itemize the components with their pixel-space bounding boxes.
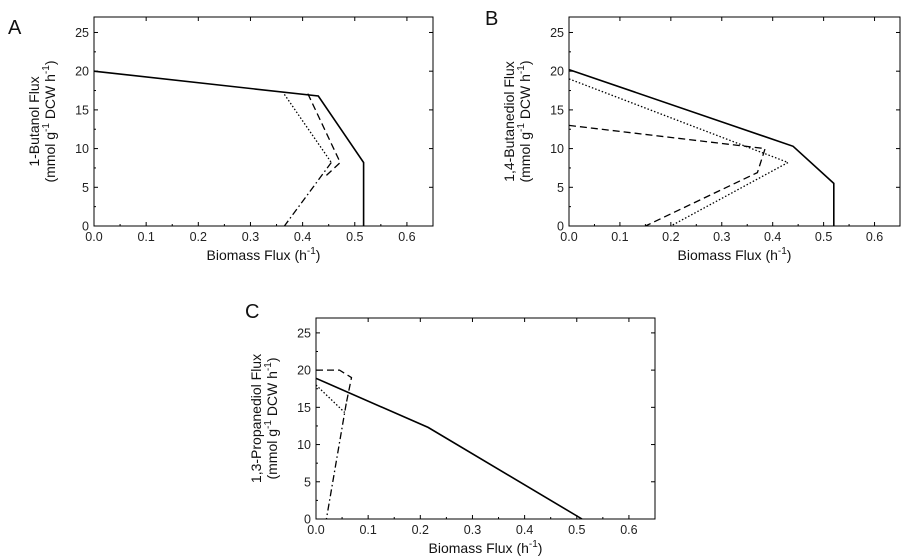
y-axis-unit-part: -1 [263,420,274,429]
y-axis-unit-part: -1 [516,65,527,74]
x-axis-label-sup: -1 [529,539,538,550]
x-tick-label: 0.4 [294,230,311,244]
x-tick-label: 0.4 [764,230,781,244]
series-line-solid [568,68,835,226]
x-axis-label-sup: -1 [778,246,787,257]
y-tick-label: 25 [297,326,311,340]
panel-label: B [485,8,498,30]
x-tick-label: 0.2 [190,230,207,244]
x-axis-label: Biomass Flux (h-1) [678,246,792,263]
x-tick-label: 0.6 [620,523,637,537]
y-tick-label: 15 [297,401,311,415]
y-axis-unit-part: -1 [263,362,274,371]
x-axis-label-text: Biomass Flux (h [429,540,529,556]
x-tick-label: 0.2 [412,523,429,537]
x-axis-label-text: Biomass Flux (h [207,247,307,263]
y-axis-label: 1,3-Propanediol Flux [248,354,264,483]
y-tick-label: 5 [557,181,564,195]
panel-label: A [8,17,22,39]
panel-label: C [245,301,259,323]
y-tick-label: 15 [550,103,564,117]
series-line-dashdot [325,403,347,520]
y-tick-label: 0 [304,513,311,527]
x-tick-label: 0.6 [398,230,415,244]
y-tick-label: 15 [75,103,89,117]
y-axis-unit-part: DCW h [264,371,280,420]
y-axis-unit-part: -1 [516,123,527,132]
x-axis-label-sup: -1 [307,246,316,257]
x-tick-label: 0.5 [346,230,363,244]
y-tick-label: 25 [75,26,89,40]
y-axis-unit-part: DCW h [42,74,58,123]
y-tick-label: 0 [82,220,89,234]
x-axis-label-text: Biomass Flux (h [678,247,778,263]
x-tick-label: 0.0 [560,230,577,244]
x-tick-label: 0.3 [464,523,481,537]
y-axis-label: 1-Butanol Flux [26,76,42,166]
y-tick-label: 20 [550,65,564,79]
x-axis-label-end: ) [787,247,792,263]
x-tick-label: 0.2 [662,230,679,244]
series-line-dashdot [283,162,332,227]
y-axis-unit-part: ) [264,357,280,362]
y-axis-unit-part: -1 [41,65,52,74]
x-tick-label: 0.3 [713,230,730,244]
plot-frame [315,317,656,520]
y-tick-label: 20 [297,364,311,378]
series-line-solid [93,70,365,226]
x-tick-label: 0.6 [866,230,883,244]
x-tick-label: 0.1 [137,230,154,244]
x-axis-label: Biomass Flux (h-1) [207,246,321,263]
x-tick-label: 0.1 [359,523,376,537]
y-axis-unit-part: ) [517,60,533,65]
chart-panel-c: C 0.0 0.1 0.2 0.3 0.4 0.5 0.6 0 5 10 15 20 25 Biomass … [245,301,656,556]
y-tick-label: 25 [550,26,564,40]
y-tick-label: 10 [550,142,564,156]
y-axis-label: 1,4-Butanediol Flux [501,61,517,182]
y-tick-label: 10 [75,142,89,156]
series-line-dotted [568,78,790,227]
x-tick-label: 0.3 [242,230,259,244]
x-tick-label: 0.0 [85,230,102,244]
x-tick-label: 0.4 [516,523,533,537]
x-axis-label-end: ) [538,540,543,556]
y-tick-label: 20 [75,65,89,79]
y-tick-label: 5 [82,181,89,195]
chart-panel-b: B 0.0 0.1 0.2 0.3 0.4 0.5 0.6 0 5 10 15 20 25 Biomass … [485,8,901,263]
series-line-dashed [568,124,766,227]
series-line-solid [315,377,583,520]
x-tick-label: 0.5 [815,230,832,244]
y-axis-unit-part: (mmol g [264,429,280,480]
x-tick-label: 0.0 [307,523,324,537]
y-tick-label: 5 [304,475,311,489]
y-axis-unit-part: ) [42,60,58,65]
y-axis-unit-part: DCW h [517,74,533,123]
plot-frame [568,16,901,227]
y-axis-unit-part: -1 [41,123,52,132]
y-axis-unit-label: (mmol g-1 DCW h-1) [516,60,533,182]
y-axis-unit-label: (mmol g-1 DCW h-1) [41,60,58,182]
y-axis-unit-label: (mmol g-1 DCW h-1) [263,357,280,479]
series-line-dashed [307,93,341,177]
series-line-dashed [316,369,353,404]
y-tick-label: 10 [297,438,311,452]
x-axis-label: Biomass Flux (h-1) [429,539,543,556]
plot-frame [93,16,434,227]
x-tick-label: 0.1 [611,230,628,244]
chart-panel-a: A 0.0 0.1 0.2 0.3 0.4 0.5 0.6 0 5 10 15 20 25 Biomass … [8,16,434,263]
y-axis-unit-part: (mmol g [42,132,58,183]
x-axis-label-end: ) [316,247,321,263]
x-tick-label: 0.5 [568,523,585,537]
y-tick-label: 0 [557,220,564,234]
y-axis-unit-part: (mmol g [517,132,533,183]
